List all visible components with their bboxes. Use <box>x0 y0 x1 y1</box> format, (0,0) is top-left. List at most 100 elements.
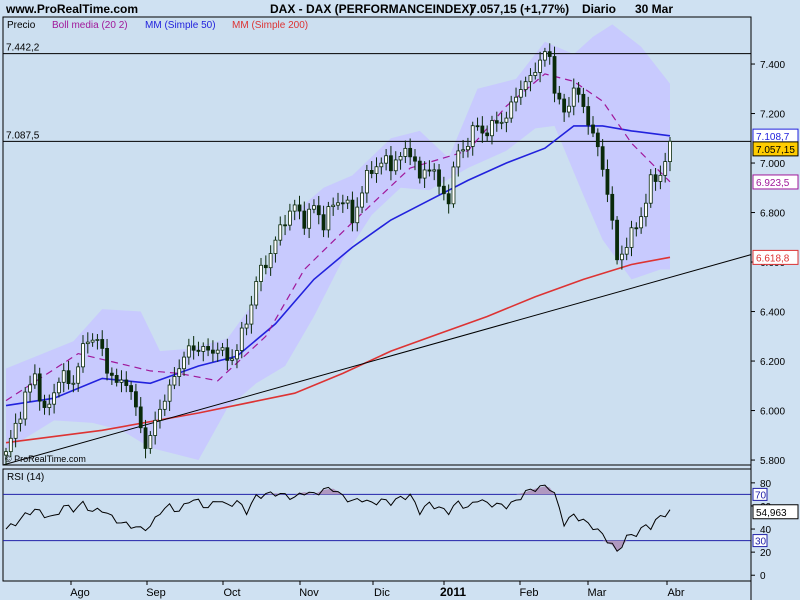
bollinger-band <box>6 24 670 461</box>
candle <box>263 255 268 275</box>
candle <box>292 199 297 221</box>
y-tick-label: 7.400 <box>760 60 785 71</box>
candle <box>475 117 480 131</box>
y-tick-label: 6.400 <box>760 308 785 319</box>
x-tick-label: 2011 <box>440 585 466 599</box>
candle <box>586 96 591 135</box>
candle <box>499 112 504 130</box>
value-tag-label: 6.618,8 <box>756 253 790 264</box>
date-label: 30 Mar <box>635 2 674 16</box>
candle <box>518 80 523 105</box>
candle <box>249 295 254 334</box>
candle <box>605 159 610 203</box>
candle <box>557 85 562 105</box>
candle <box>90 333 95 347</box>
candle <box>201 342 206 362</box>
candle <box>542 47 547 67</box>
candle <box>595 128 600 157</box>
candle <box>278 216 283 246</box>
rsi-level-tag-label: 30 <box>755 537 767 548</box>
candle <box>360 186 364 214</box>
candles <box>4 43 672 465</box>
candle <box>287 203 292 231</box>
candle <box>437 164 441 195</box>
candle <box>259 257 263 292</box>
candle <box>456 143 461 177</box>
candle <box>109 367 114 385</box>
candle <box>13 413 18 448</box>
candle <box>177 359 182 387</box>
rsi-level-tag: 70 <box>752 487 768 501</box>
candle <box>668 136 672 172</box>
candle <box>220 342 225 357</box>
candle <box>350 191 355 232</box>
value-tag: 6.618,8 <box>752 249 799 265</box>
legend-mm200: MM (Simple 200) <box>232 20 308 31</box>
y-tick-label: 7.200 <box>760 110 785 121</box>
candle <box>422 161 427 188</box>
candle <box>514 87 518 112</box>
candle <box>61 363 66 393</box>
candle <box>567 97 571 118</box>
rsi-tick-label: 40 <box>760 525 772 536</box>
candle <box>610 186 615 230</box>
value-tag-label: 7.108,7 <box>756 132 790 143</box>
candle <box>186 338 191 365</box>
rsi-tick-label: 0 <box>760 571 766 582</box>
candle <box>235 344 239 369</box>
candle <box>364 164 369 203</box>
x-tick-label: Oct <box>223 587 240 599</box>
x-tick-label: Feb <box>520 587 539 599</box>
y-tick-label: 6.800 <box>760 209 785 220</box>
site-name: www.ProRealTime.com <box>6 2 139 16</box>
candle <box>576 82 581 103</box>
candle <box>615 216 619 265</box>
candle <box>547 43 552 65</box>
candle <box>37 367 42 411</box>
candle <box>393 151 398 175</box>
mm200-line <box>5 256 671 444</box>
candle <box>18 411 23 432</box>
candle <box>413 149 417 171</box>
candle <box>66 360 71 390</box>
candle <box>523 76 528 97</box>
x-tick-label: Ago <box>70 587 90 599</box>
rsi-title: RSI (14) <box>7 472 44 483</box>
candle <box>230 349 235 366</box>
candle <box>129 381 134 400</box>
y-tick-label: 7.000 <box>760 159 785 170</box>
value-tag-label: 6.923,5 <box>756 178 790 189</box>
value-tag-label: 7.057,15 <box>756 145 795 156</box>
x-tick-label: Sep <box>146 587 166 599</box>
candle <box>379 157 384 175</box>
rsi-value-label: 54,963 <box>756 508 787 519</box>
watermark: © ProRealTime.com <box>5 454 86 464</box>
candle <box>591 116 595 138</box>
candle <box>95 334 100 350</box>
candle <box>114 368 119 387</box>
candle <box>283 214 287 236</box>
candle <box>629 220 634 257</box>
candle <box>23 386 28 426</box>
candle <box>653 167 658 191</box>
candle <box>4 447 8 465</box>
candle <box>461 139 466 159</box>
level-label-1: 7.442,2 <box>6 43 40 54</box>
x-tick-label: Nov <box>299 587 319 599</box>
candle <box>663 152 668 183</box>
candle <box>196 341 201 357</box>
candle <box>398 152 403 170</box>
candle <box>528 68 533 92</box>
candle <box>336 192 340 210</box>
trendline <box>2 254 752 466</box>
y-tick-label: 5.800 <box>760 456 785 467</box>
rsi-line <box>5 484 671 552</box>
mm50-line <box>5 125 671 407</box>
candle <box>403 140 408 164</box>
candle <box>138 397 143 434</box>
candle <box>427 160 432 177</box>
legend-boll: Boll media (20 2) <box>52 20 128 31</box>
candle <box>244 314 249 336</box>
candle <box>143 419 148 459</box>
